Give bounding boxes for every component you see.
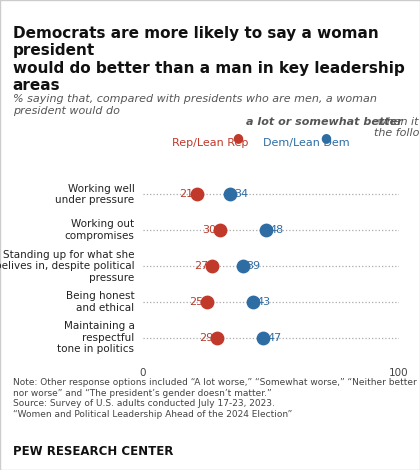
- Text: Working well
under pressure: Working well under pressure: [55, 183, 134, 205]
- Text: 30: 30: [202, 225, 216, 235]
- Point: [249, 298, 256, 306]
- Text: when it comes to each of
the following: when it comes to each of the following: [374, 117, 420, 138]
- Point: [226, 190, 233, 198]
- Text: 27: 27: [194, 261, 208, 271]
- Text: 25: 25: [189, 297, 203, 307]
- Text: % saying that, compared with presidents who are men, a woman
president would do: % saying that, compared with presidents …: [13, 94, 376, 116]
- Text: Working out
compromises: Working out compromises: [65, 219, 134, 241]
- Text: Standing up for what she
belives in, despite political
pressure: Standing up for what she belives in, des…: [0, 250, 134, 283]
- Text: a lot or somewhat better: a lot or somewhat better: [246, 117, 402, 126]
- Text: 34: 34: [234, 189, 248, 199]
- Point: [260, 334, 267, 342]
- Point: [239, 262, 246, 270]
- Text: 48: 48: [270, 225, 284, 235]
- Point: [214, 334, 220, 342]
- Text: Note: Other response options included “A lot worse,” “Somewhat worse,” “Neither : Note: Other response options included “A…: [13, 378, 416, 419]
- Text: Maintaining a
respectful
tone in politics: Maintaining a respectful tone in politic…: [58, 321, 134, 354]
- Point: [193, 190, 200, 198]
- Text: 43: 43: [257, 297, 271, 307]
- Text: Rep/Lean Rep: Rep/Lean Rep: [172, 138, 248, 148]
- Point: [204, 298, 210, 306]
- Point: [262, 227, 269, 234]
- Text: ●: ●: [232, 131, 243, 144]
- Text: 47: 47: [267, 333, 281, 343]
- Text: Dem/Lean Dem: Dem/Lean Dem: [263, 138, 350, 148]
- Text: PEW RESEARCH CENTER: PEW RESEARCH CENTER: [13, 445, 173, 458]
- Text: Democrats are more likely to say a woman president
would do better than a man in: Democrats are more likely to say a woman…: [13, 26, 404, 93]
- Text: 29: 29: [199, 333, 213, 343]
- Text: 21: 21: [178, 189, 193, 199]
- Text: 39: 39: [247, 261, 261, 271]
- Text: ●: ●: [320, 131, 331, 144]
- Text: Being honest
and ethical: Being honest and ethical: [66, 291, 134, 313]
- Point: [216, 227, 223, 234]
- Point: [209, 262, 215, 270]
